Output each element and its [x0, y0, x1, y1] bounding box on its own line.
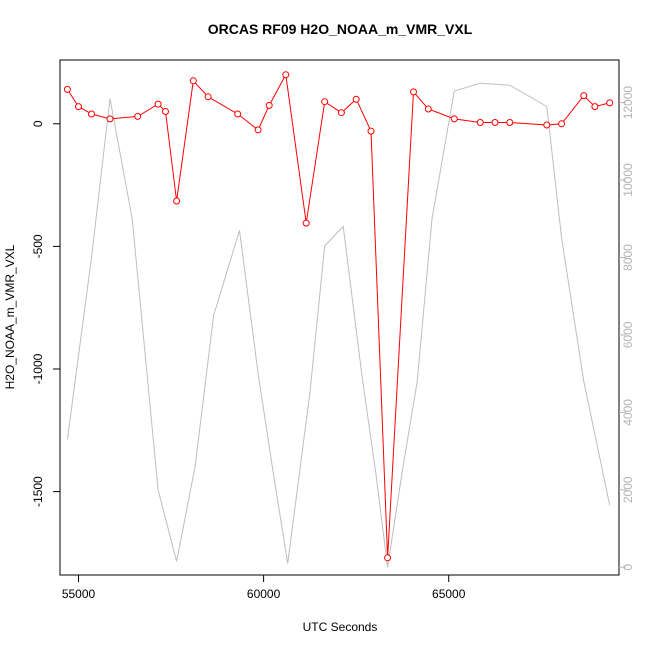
h2o-point: [189, 77, 197, 85]
h2o-point: [476, 119, 484, 126]
x-tick-label: 60000: [247, 587, 281, 601]
h2o-point: [424, 105, 432, 113]
y2-tick-label: 10000: [621, 163, 635, 197]
h2o-point: [384, 554, 392, 562]
h2o-point: [134, 112, 142, 120]
y2-tick-label: 2000: [621, 476, 635, 503]
h2o-point: [506, 119, 514, 126]
y2-tick-label: 0: [621, 564, 635, 571]
h2o-point: [591, 103, 599, 111]
h2o-point: [88, 110, 95, 118]
y2-tick-label: 6000: [621, 321, 635, 348]
y-tick-label: -1500: [31, 476, 45, 507]
h2o-point: [204, 93, 212, 101]
h2o-point: [450, 115, 458, 123]
h2o-point: [265, 101, 273, 109]
h2o-point: [337, 109, 345, 117]
h2o-point: [282, 71, 290, 79]
h2o-point: [234, 110, 242, 118]
y-tick-label: -1000: [31, 353, 45, 384]
h2o-point: [154, 100, 162, 108]
h2o-point: [491, 119, 499, 126]
chart-title: ORCAS RF09 H2O_NOAA_m_VMR_VXL: [208, 21, 473, 37]
altitude-line: [66, 82, 611, 568]
x-tick-label: 65000: [432, 587, 466, 601]
y2-tick-label: 4000: [621, 399, 635, 426]
h2o-point: [410, 88, 417, 96]
h2o-line: [66, 73, 610, 558]
h2o-point: [558, 120, 566, 128]
h2o-point: [162, 108, 169, 115]
h2o-point: [606, 99, 614, 107]
y2-tick-label: 12000: [621, 86, 635, 120]
h2o-point: [63, 85, 71, 93]
h2o-point: [75, 103, 82, 111]
h2o-point: [352, 95, 360, 103]
series-layer: [63, 71, 614, 568]
h2o-point: [302, 219, 310, 227]
plot-frame: [59, 59, 620, 576]
h2o-point: [321, 98, 329, 106]
h2o-point: [367, 127, 375, 135]
x-axis-label: UTC Seconds: [303, 620, 378, 634]
axes-layer: 55000 60000 65000 0 -500 -1000 -1500 0 2000 4000 6…: [31, 86, 635, 601]
h2o-point: [106, 115, 114, 123]
y-tick-label: 0: [31, 120, 45, 127]
h2o-point: [580, 92, 588, 100]
y-tick-label: -500: [31, 234, 45, 258]
h2o-point: [173, 197, 181, 205]
x-tick-label: 55000: [62, 587, 96, 601]
y-axis-label: H2O_NOAA_m_VMR_VXL: [3, 244, 17, 389]
h2o-point: [254, 126, 262, 134]
y2-tick-label: 8000: [621, 244, 635, 271]
h2o-point: [543, 121, 551, 129]
